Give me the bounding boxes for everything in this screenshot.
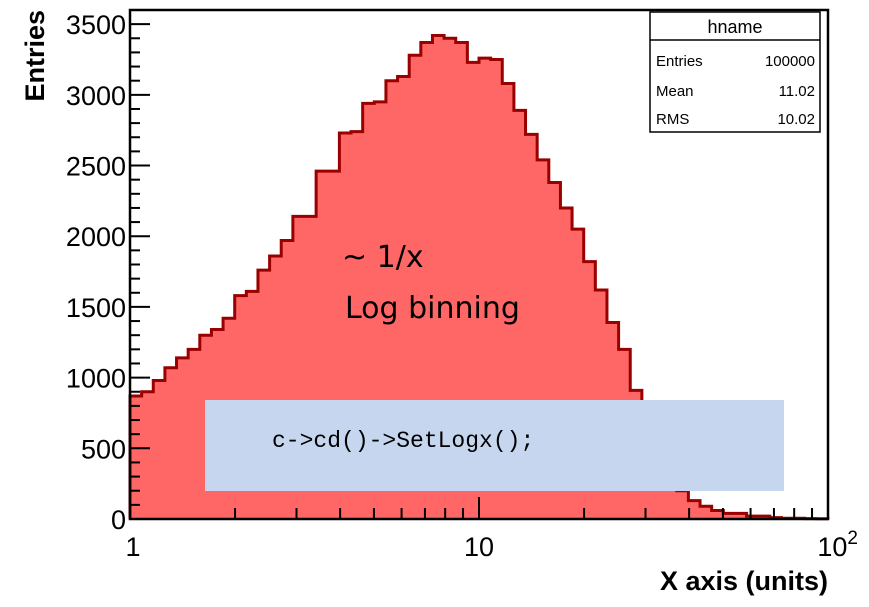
stats-value-mean: 11.02 <box>779 83 815 100</box>
annotation-inverse-x: ~ 1/x <box>342 240 424 275</box>
x-axis-title: X axis (units) <box>660 566 828 596</box>
y-tick-label: 500 <box>81 434 126 464</box>
x-tick-label-base: 10 <box>817 532 847 562</box>
stats-value-entries: 100000 <box>765 53 815 70</box>
y-tick-label: 1500 <box>66 293 126 323</box>
code-box <box>205 400 784 491</box>
histogram-bin <box>141 391 154 519</box>
y-tick-label: 3500 <box>66 10 126 40</box>
stats-title: hname <box>707 17 762 37</box>
x-tick-label: 10 <box>464 532 494 562</box>
x-tick-label-exponent: 2 <box>847 528 858 549</box>
y-axis-title: Entries <box>20 10 50 102</box>
histogram-bin <box>432 35 445 519</box>
stats-value-rms: 10.02 <box>777 111 815 128</box>
histogram-bin <box>176 357 189 519</box>
y-tick-label: 2500 <box>66 152 126 182</box>
x-tick-label: 1 <box>125 532 140 562</box>
code-text: c->cd()->SetLogx(); <box>272 428 534 454</box>
histogram-bin <box>734 513 748 519</box>
histogram-bin <box>711 510 724 519</box>
stats-label-entries: Entries <box>656 53 703 70</box>
annotation-log-binning: Log binning <box>345 291 520 326</box>
stats-label-mean: Mean <box>656 83 694 100</box>
y-tick-label: 1000 <box>66 364 126 394</box>
histogram-bin <box>688 500 701 519</box>
x-tick-label: 102 <box>817 528 858 562</box>
y-tick-label: 0 <box>111 505 126 535</box>
histogram-bin <box>455 42 468 520</box>
stats-box: hname Entries 100000 Mean 11.02 RMS 10.0… <box>649 11 821 133</box>
stats-label-rms: RMS <box>656 111 689 128</box>
histogram-bin <box>420 42 434 520</box>
x-axis-ticks <box>234 497 814 519</box>
histogram-bin <box>723 513 736 519</box>
histogram-bin <box>188 349 201 519</box>
histogram-bin <box>700 506 713 519</box>
stats-box-frame <box>649 11 821 133</box>
histogram-bin <box>130 395 143 519</box>
histogram-bin <box>444 38 457 520</box>
histogram-bin <box>164 367 178 519</box>
histogram-outline <box>128 33 830 521</box>
y-axis-ticks: 0 500 1000 1500 2000 2500 3000 3500 <box>66 9 150 535</box>
histogram-bin <box>153 380 166 519</box>
histogram-bin <box>676 490 689 519</box>
y-tick-label: 3000 <box>66 81 126 111</box>
y-tick-label: 2000 <box>66 222 126 252</box>
